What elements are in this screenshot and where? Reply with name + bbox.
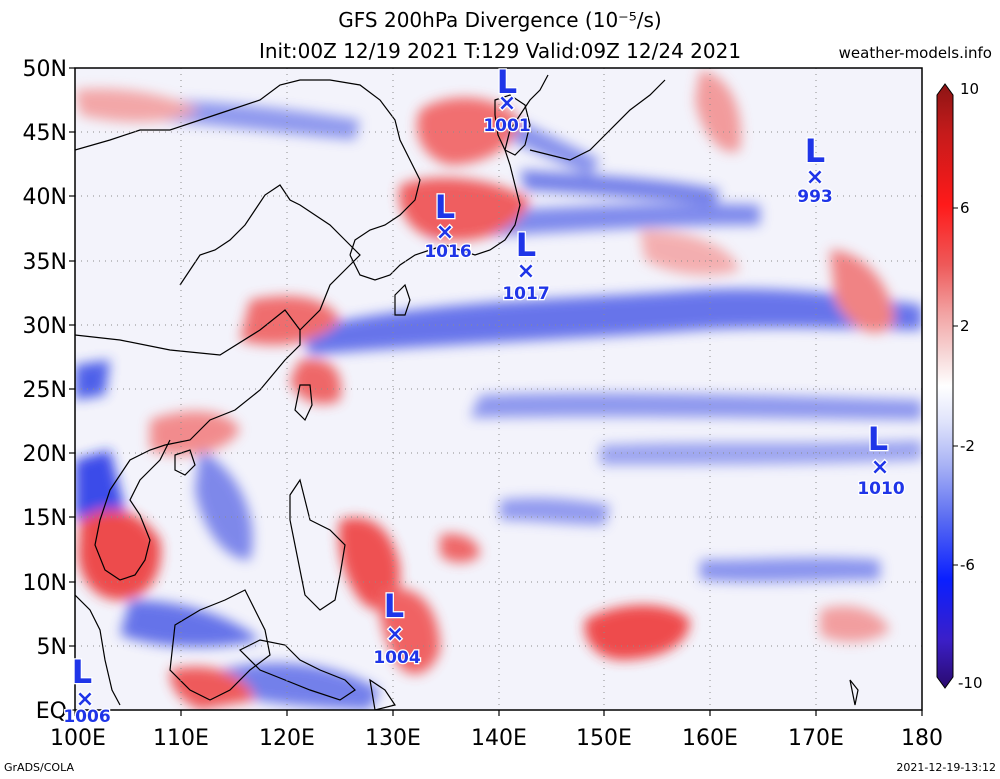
- lat-label: 15N: [23, 506, 67, 531]
- low-x-icon: ×: [386, 622, 404, 647]
- colorbar-label: 2: [960, 317, 970, 335]
- low-center: L × 1006: [62, 652, 112, 729]
- lat-label: 35N: [23, 250, 67, 275]
- lon-label: 130E: [365, 726, 421, 751]
- colorbar-label: -6: [960, 556, 975, 574]
- low-center: L × 1010: [856, 419, 906, 501]
- lat-label: 10N: [23, 571, 67, 596]
- low-pressure: 993: [797, 187, 833, 207]
- lat-label: 5N: [37, 635, 67, 660]
- low-center: L × 1004: [372, 586, 422, 670]
- low-pressure: 1017: [502, 284, 549, 304]
- low-pressure: 1001: [483, 116, 530, 136]
- lat-label: 45N: [23, 121, 67, 146]
- lat-label: 20N: [23, 442, 67, 467]
- low-center: L × 1017: [501, 225, 551, 306]
- low-pressure: 1016: [424, 242, 471, 262]
- low-pressure: 1004: [373, 648, 420, 668]
- lon-label: 150E: [576, 726, 632, 751]
- low-symbol: L: [384, 587, 404, 625]
- footer-software: GrADS/COLA: [4, 761, 74, 774]
- low-x-icon: ×: [806, 165, 824, 190]
- colorbar: 10 6 2 -2 -6 -10: [936, 80, 983, 692]
- lat-label: 40N: [23, 185, 67, 210]
- low-x-icon: ×: [76, 687, 94, 712]
- low-x-icon: ×: [517, 259, 535, 284]
- low-center: L × 993: [796, 131, 834, 209]
- colorbar-scale: [936, 83, 954, 689]
- low-symbol: L: [435, 188, 455, 226]
- lon-label: 120E: [259, 726, 315, 751]
- low-x-icon: ×: [498, 91, 516, 116]
- low-pressure: 1006: [63, 707, 110, 727]
- lon-label: 110E: [153, 726, 209, 751]
- low-pressure: 1010: [857, 479, 904, 499]
- map-title: GFS 200hPa Divergence (10⁻⁵/s): [338, 8, 662, 32]
- coastlines: [75, 74, 859, 710]
- low-symbol: L: [805, 132, 825, 170]
- axis-ticks: [69, 67, 923, 716]
- low-symbol: L: [516, 226, 536, 264]
- low-symbol: L: [868, 420, 888, 458]
- lon-label: 100E: [50, 726, 106, 751]
- low-center: L × 1016: [423, 187, 473, 264]
- colorbar-label: -2: [960, 437, 975, 455]
- lon-label: 160E: [682, 726, 738, 751]
- footer-timestamp: 2021-12-19-13:12: [896, 761, 996, 774]
- map-subtitle: Init:00Z 12/19 2021 T:129 Valid:09Z 12/2…: [258, 39, 742, 63]
- lat-label: 30N: [23, 314, 67, 339]
- low-centers: L × 1001 L × 993 L × 1016 L × 1017 L × 1…: [62, 62, 906, 729]
- low-symbol: L: [72, 653, 92, 691]
- lon-label: 180: [901, 726, 943, 751]
- lon-label: 140E: [471, 726, 527, 751]
- lon-label: 170E: [788, 726, 844, 751]
- low-symbol: L: [497, 63, 517, 101]
- low-center: L × 1001: [482, 62, 532, 138]
- lat-label: 25N: [23, 378, 67, 403]
- colorbar-label: 10: [960, 80, 979, 98]
- low-x-icon: ×: [871, 455, 889, 480]
- lat-label: 50N: [23, 57, 67, 82]
- lat-label: EQ: [36, 699, 67, 724]
- colorbar-label: 6: [960, 199, 970, 217]
- low-x-icon: ×: [436, 220, 454, 245]
- site-credit: weather-models.info: [838, 44, 992, 62]
- colorbar-label: -10: [958, 674, 983, 692]
